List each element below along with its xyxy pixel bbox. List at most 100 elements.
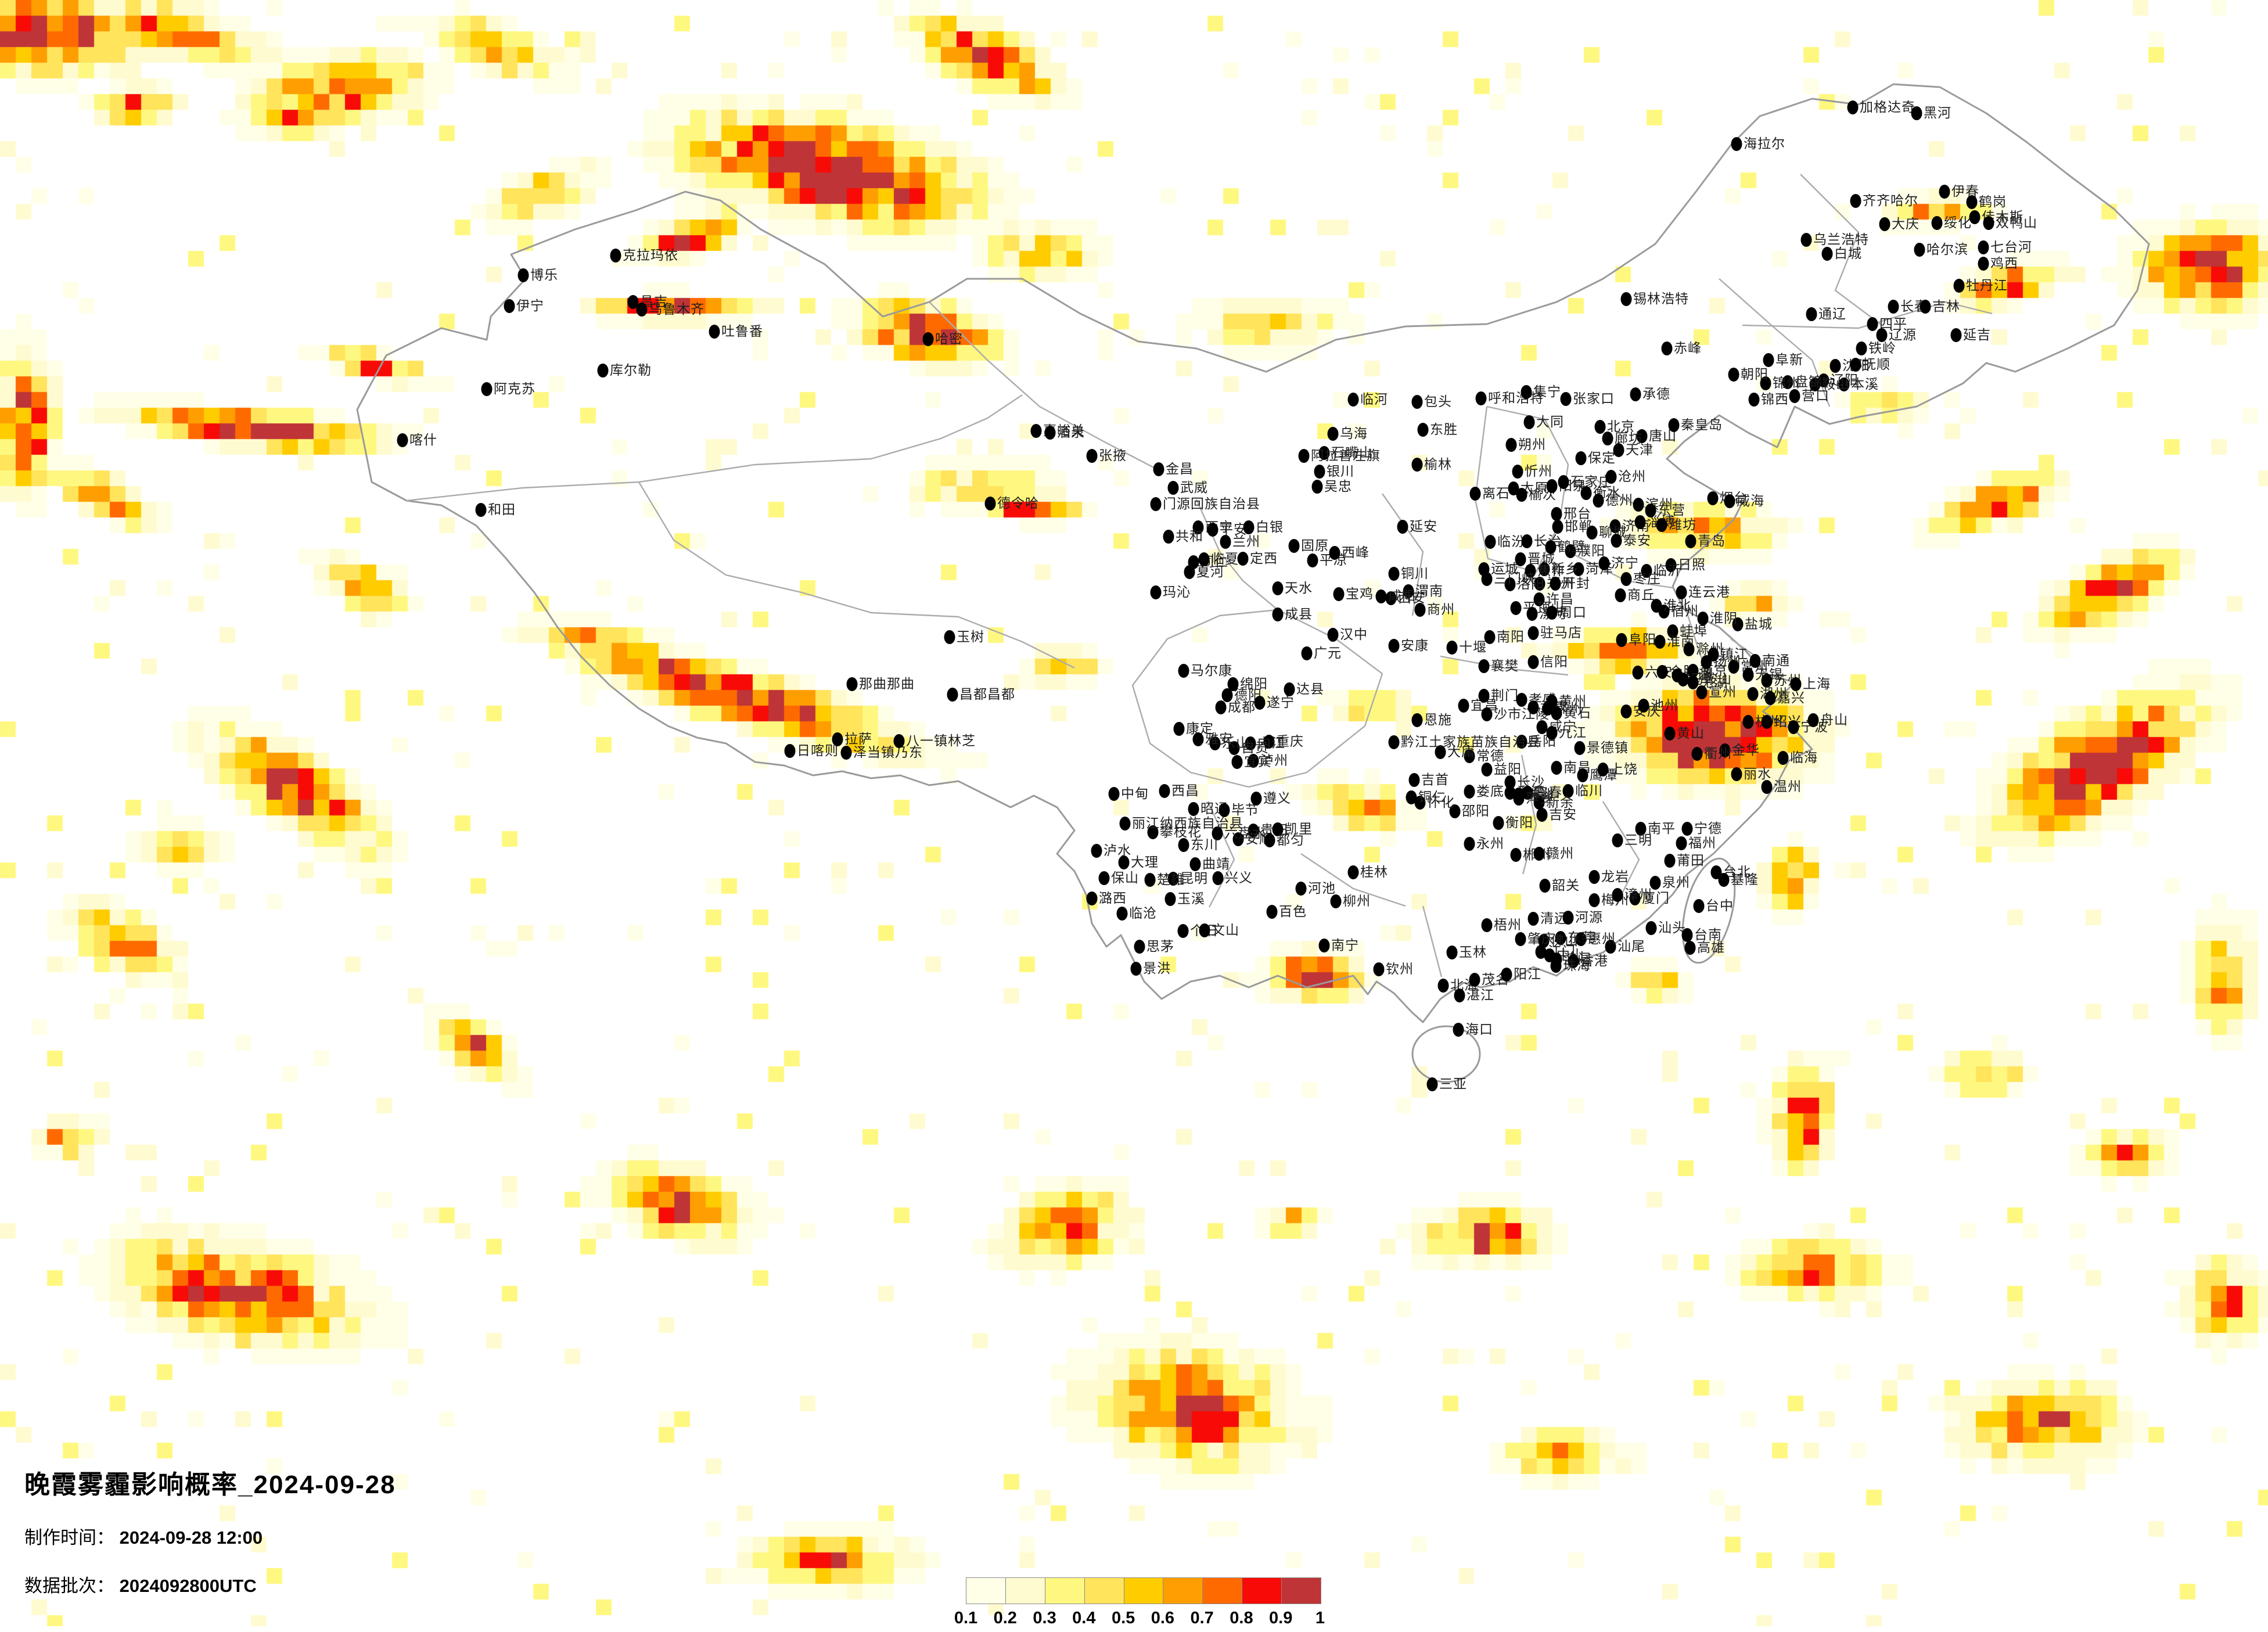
- city-dot: [1284, 682, 1295, 696]
- city-label: 运城: [1491, 561, 1519, 576]
- city-dot: [1550, 959, 1562, 973]
- city-label: 丽江纳西族自治县: [1132, 815, 1243, 831]
- city-dot: [1684, 941, 1696, 955]
- city-dot: [1594, 420, 1606, 434]
- city-dot: [1318, 446, 1330, 460]
- city-label: 延吉: [1963, 327, 1991, 342]
- city-dot: [1761, 715, 1773, 729]
- city-label: 石家庄: [1570, 474, 1612, 489]
- city-dot: [1545, 540, 1557, 554]
- city-dot: [1437, 979, 1449, 993]
- city-label: 铜川: [1401, 566, 1429, 581]
- city-label: 朔州: [1518, 437, 1546, 452]
- city-label: 宜春: [1534, 785, 1562, 800]
- city-dot: [1983, 216, 1994, 230]
- city-dot: [1708, 648, 1719, 662]
- city-label: 西安: [1398, 590, 1426, 605]
- city-dot: [1850, 194, 1861, 208]
- city-dot: [1978, 240, 1989, 254]
- city-dot: [1485, 535, 1496, 549]
- city-dot: [1527, 626, 1539, 640]
- city-dot: [1403, 584, 1414, 598]
- city-dot: [1697, 612, 1709, 626]
- city-label: 基隆: [1731, 872, 1759, 887]
- city-label: 临汾: [1497, 534, 1525, 549]
- city-dot: [1188, 802, 1199, 816]
- city-label: 枣庄: [1633, 571, 1661, 586]
- city-label: 桂林: [1360, 864, 1388, 879]
- city-label: 惠州: [1588, 931, 1616, 946]
- city-dot: [1446, 946, 1458, 959]
- city-dot: [1656, 518, 1667, 532]
- city-dot: [1645, 921, 1657, 935]
- city-dot: [1838, 378, 1850, 391]
- city-label: 酒泉: [1057, 425, 1085, 440]
- city-dot: [1091, 844, 1102, 858]
- city-dot: [1818, 373, 1830, 387]
- city-dot: [1620, 292, 1632, 306]
- city-dot: [1800, 233, 1812, 247]
- city-dot: [1464, 785, 1475, 799]
- city-dot: [1493, 816, 1504, 830]
- city-label: 固原: [1301, 538, 1329, 553]
- legend-color-box: [1282, 1578, 1321, 1604]
- city-dot: [1806, 307, 1817, 321]
- city-dot: [1764, 691, 1776, 705]
- city-label: 泸水: [1104, 843, 1131, 858]
- city-label: 襄樊: [1491, 658, 1519, 673]
- city-label: 大理: [1131, 854, 1159, 869]
- city-dot: [1385, 591, 1397, 605]
- city-dot: [1763, 353, 1774, 367]
- city-label: 玉溪: [1177, 891, 1205, 906]
- city-label: 赤峰: [1674, 340, 1702, 355]
- city-dot: [1118, 855, 1130, 869]
- city-label: 临海: [1790, 750, 1818, 765]
- city-label: 日喀则: [797, 743, 839, 758]
- city-label: 湛江: [1467, 987, 1494, 1002]
- city-dot: [1523, 415, 1535, 429]
- city-dot: [1227, 677, 1239, 691]
- city-dot: [1535, 945, 1547, 959]
- city-dot: [709, 325, 720, 339]
- city-dot: [1615, 588, 1626, 602]
- city-label: 泽当镇乃东: [853, 745, 923, 760]
- city-dot: [1108, 787, 1120, 801]
- city-dot: [1481, 763, 1493, 777]
- city-label: 十堰: [1459, 639, 1487, 655]
- city-label: 雅安: [1205, 731, 1233, 746]
- city-dot: [1525, 564, 1536, 578]
- legend-color-box: [1045, 1578, 1085, 1604]
- legend-tick: 0.9: [1269, 1609, 1293, 1627]
- city-dot: [1749, 654, 1761, 668]
- city-dot: [1718, 873, 1730, 887]
- city-label: 廊坊: [1615, 430, 1642, 445]
- city-label: 乌海: [1340, 426, 1368, 441]
- city-dot: [1266, 905, 1278, 919]
- legend-tick: 1: [1315, 1609, 1325, 1627]
- city-label: 遵义: [1263, 790, 1291, 806]
- city-label: 三门峡: [1494, 571, 1536, 586]
- city-dot: [1782, 375, 1793, 389]
- city-label: 商丘: [1627, 587, 1655, 602]
- city-label: 日照: [1678, 557, 1706, 572]
- city-label: 吴忠: [1324, 479, 1352, 494]
- city-dot: [1691, 747, 1703, 761]
- city-dot: [1150, 585, 1162, 599]
- city-dot: [1215, 700, 1227, 714]
- city-dot: [1593, 494, 1604, 508]
- city-label: 石嘴山: [1331, 445, 1373, 460]
- city-label: 漳州: [1624, 887, 1652, 902]
- city-label: 昆明: [1180, 871, 1208, 886]
- city-dot: [1565, 544, 1576, 558]
- city-label: 盘锦: [1795, 374, 1823, 389]
- city-dot: [1144, 873, 1156, 887]
- city-label: 梧州: [1494, 917, 1522, 932]
- city-dot: [1685, 534, 1696, 548]
- city-label: 绵阳: [1240, 676, 1268, 691]
- city-dot: [1731, 137, 1742, 151]
- city-dot: [1536, 720, 1548, 734]
- city-dot: [1552, 520, 1563, 534]
- city-label: 北京: [1607, 419, 1635, 434]
- city-label: 通辽: [1818, 306, 1846, 321]
